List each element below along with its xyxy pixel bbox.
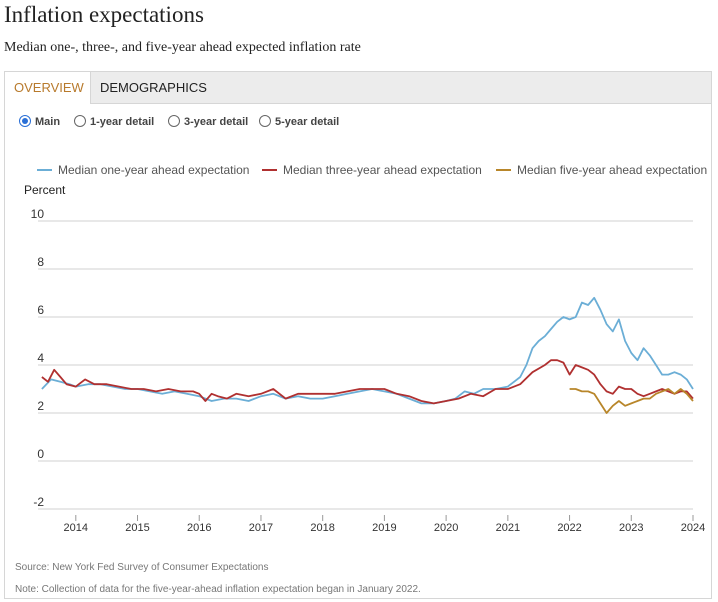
- x-tick-label: 2016: [187, 522, 211, 534]
- legend-label: Median five-year ahead expectation: [517, 163, 707, 177]
- x-tick-label: 2018: [310, 522, 334, 534]
- x-tick-label: 2015: [125, 522, 149, 534]
- y-tick-label: 2: [37, 399, 44, 413]
- y-tick-label: -2: [33, 495, 44, 509]
- series-line: [569, 388, 694, 414]
- radio-main-circle[interactable]: [19, 115, 31, 127]
- note-text: Note: Collection of data for the five-ye…: [15, 584, 421, 595]
- tab-overview[interactable]: OVERVIEW: [5, 72, 91, 104]
- x-tick-label: 2022: [557, 522, 581, 534]
- series-line: [41, 359, 694, 405]
- radio-1-year-circle[interactable]: [74, 115, 86, 127]
- x-tick-label: 2014: [64, 522, 88, 534]
- x-tick-label: 2019: [372, 522, 396, 534]
- radio-5-year-label: 5-year detail: [275, 116, 340, 128]
- x-tick-label: 2017: [249, 522, 273, 534]
- page-subtitle: Median one-, three-, and five-year ahead…: [4, 40, 361, 55]
- y-tick-label: 0: [37, 447, 44, 461]
- x-tick-label: 2021: [496, 522, 520, 534]
- source-text: Source: New York Fed Survey of Consumer …: [15, 562, 269, 573]
- x-tick-label: 2023: [619, 522, 643, 534]
- radio-3-year-label: 3-year detail: [184, 116, 249, 128]
- page-title: Inflation expectations: [4, 2, 204, 27]
- radio-main-label: Main: [35, 116, 61, 128]
- y-tick-label: 6: [37, 303, 44, 317]
- y-tick-label: 10: [31, 207, 45, 221]
- legend-label: Median one-year ahead expectation: [58, 163, 249, 177]
- radio-5-year-circle[interactable]: [259, 115, 271, 127]
- series-line: [41, 296, 694, 405]
- inflation-line-chart: 10 8 6 4 2 0 -2 Percent 2014 2015 2016 2017 2018 2019…: [24, 163, 707, 534]
- x-tick-label: 2024: [681, 522, 705, 534]
- radio-3-year-circle[interactable]: [168, 115, 180, 127]
- y-tick-label: 4: [37, 351, 44, 365]
- y-tick-label: 8: [37, 255, 44, 269]
- tab-demographics[interactable]: DEMOGRAPHICS: [100, 80, 207, 95]
- legend-label: Median three-year ahead expectation: [283, 163, 482, 177]
- x-tick-label: 2020: [434, 522, 458, 534]
- chart-panel: OVERVIEW DEMOGRAPHICS Main 1-year detail…: [4, 71, 712, 599]
- y-axis-label: Percent: [24, 183, 66, 197]
- tab-bar: OVERVIEW DEMOGRAPHICS: [5, 72, 711, 104]
- radio-1-year-label: 1-year detail: [90, 116, 155, 128]
